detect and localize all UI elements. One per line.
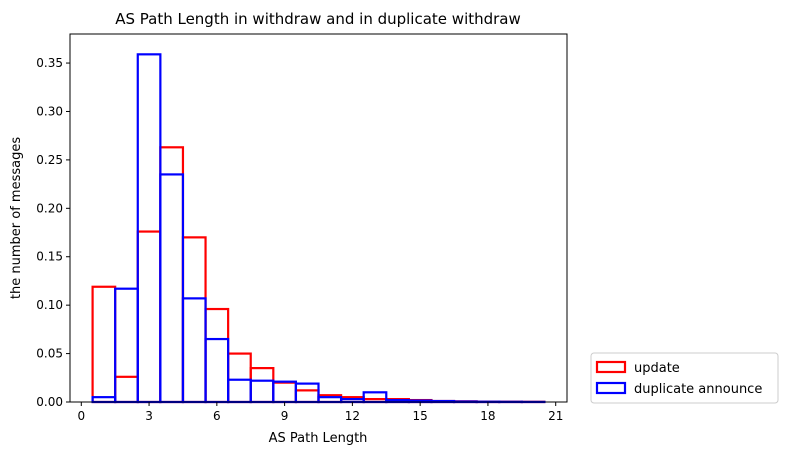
y-tick-label: 0.35 xyxy=(36,56,63,70)
x-tick-label: 9 xyxy=(281,409,289,423)
bar xyxy=(317,396,343,404)
bar xyxy=(227,352,252,404)
bar xyxy=(136,53,162,404)
y-tick-label: 0.30 xyxy=(36,104,63,118)
bar xyxy=(294,382,320,404)
y-tick-label: 0.05 xyxy=(36,347,63,361)
bar xyxy=(249,379,275,404)
bar xyxy=(181,236,207,404)
bar xyxy=(204,337,230,404)
y-tick-label: 0.15 xyxy=(36,250,63,264)
bar xyxy=(181,297,207,404)
x-tick-label: 15 xyxy=(413,409,428,423)
y-tick-label: 0.00 xyxy=(36,395,63,409)
x-tick-label: 0 xyxy=(77,409,85,423)
bar xyxy=(272,381,298,404)
plot-area: 0 3 6 9 12 15 18 21 0.00 0.05 0.10 0.15 0.20 0.25 0.30… xyxy=(36,33,568,423)
bar xyxy=(294,389,320,404)
y-tick-label: 0.25 xyxy=(36,153,63,167)
legend: update duplicate announce xyxy=(590,352,779,404)
x-tick-label: 18 xyxy=(480,409,495,423)
bar xyxy=(362,391,388,404)
x-tick-label: 12 xyxy=(345,409,360,423)
bar xyxy=(91,396,117,404)
bar xyxy=(91,285,117,404)
y-tick-label: 0.20 xyxy=(36,201,63,215)
legend-label: duplicate announce xyxy=(634,382,762,397)
bar xyxy=(159,146,185,404)
y-tick-label: 0.10 xyxy=(36,298,63,312)
x-tick-label: 3 xyxy=(145,409,153,423)
bar xyxy=(136,230,162,404)
legend-label: update xyxy=(634,361,680,376)
bar xyxy=(159,173,185,404)
bar xyxy=(114,375,139,404)
bar xyxy=(204,307,230,404)
bar xyxy=(114,287,139,404)
bar xyxy=(227,378,252,404)
x-tick-label: 21 xyxy=(548,409,563,423)
series-duplicate-announce xyxy=(91,53,546,404)
x-tick-label: 6 xyxy=(213,409,221,423)
y-axis-label: the number of messages xyxy=(9,137,24,299)
legend-swatch xyxy=(595,360,627,374)
legend-box xyxy=(590,352,779,404)
bar xyxy=(272,380,298,404)
x-axis-label: AS Path Length xyxy=(269,431,368,446)
legend-swatch xyxy=(595,381,627,395)
axes-frame xyxy=(69,33,568,403)
chart-title: AS Path Length in withdraw and in duplic… xyxy=(115,10,521,28)
bar xyxy=(249,367,275,404)
